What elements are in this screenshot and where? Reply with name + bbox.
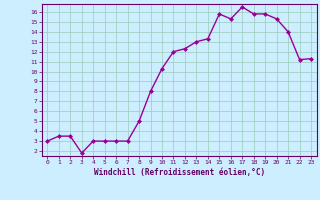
X-axis label: Windchill (Refroidissement éolien,°C): Windchill (Refroidissement éolien,°C) [94,168,265,177]
